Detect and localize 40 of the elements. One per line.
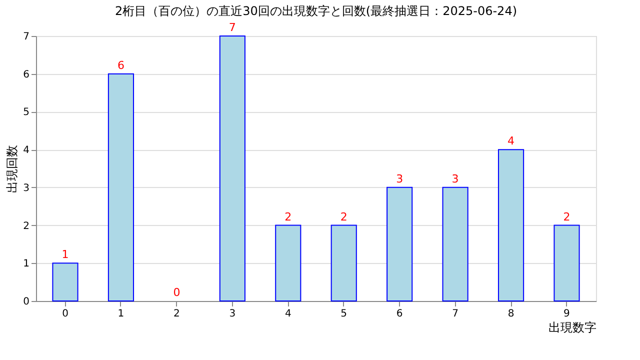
y-tick-label: 4 (23, 145, 30, 156)
data-label: 7 (228, 21, 236, 34)
bar (275, 224, 302, 302)
bar (330, 224, 357, 302)
data-label: 2 (563, 210, 570, 224)
data-label: 4 (508, 134, 515, 148)
x-tick-label: 7 (452, 308, 458, 320)
x-tick-label: 3 (229, 308, 236, 320)
x-axis-title: 出現数字 (548, 320, 596, 334)
y-tick-label: 7 (23, 32, 30, 42)
y-tick-label: 5 (23, 107, 30, 118)
y-tick-label: 3 (23, 182, 30, 194)
bar (219, 36, 246, 302)
data-label: 3 (452, 172, 459, 186)
x-tick-label: 2 (174, 308, 180, 320)
bar (442, 186, 468, 302)
data-label: 6 (117, 58, 124, 72)
bar (108, 73, 134, 302)
data-label: 0 (173, 286, 180, 299)
x-tick-label: 4 (284, 308, 292, 320)
data-label: 2 (284, 210, 292, 224)
chart-title: 2桁目（百の位）の直近30回の出現数字と回数(最終抽選日：2025-06-24) (114, 4, 518, 18)
bar (498, 149, 524, 302)
y-axis-title: 出現回数 (5, 145, 20, 193)
y-tick-label: 2 (23, 220, 30, 232)
y-tick-label: 1 (23, 258, 30, 270)
x-tick-label: 1 (118, 308, 124, 320)
data-label: 3 (396, 172, 404, 186)
x-tick-label: 0 (62, 308, 68, 320)
x-tick-label: 8 (508, 308, 514, 320)
y-tick-label: 6 (23, 69, 30, 80)
x-tick-label: 5 (340, 308, 348, 320)
bar (554, 224, 580, 302)
y-tick-label: 0 (23, 296, 30, 308)
bar (52, 262, 78, 302)
data-label: 2 (340, 210, 348, 224)
data-label: 1 (62, 248, 69, 262)
x-tick-label: 6 (396, 308, 403, 320)
x-tick-label: 9 (564, 308, 570, 320)
bar (386, 186, 413, 302)
